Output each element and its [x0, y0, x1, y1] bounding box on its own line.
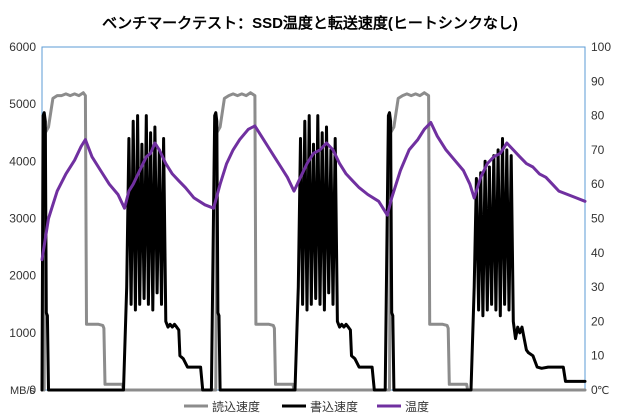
series-line	[40, 111, 587, 392]
y-right-tick-label: 50	[591, 212, 605, 226]
series-layer	[40, 91, 587, 392]
legend-label: 読込速度	[212, 399, 260, 414]
series-line	[40, 91, 587, 392]
y-left-tick-label: 0	[29, 383, 36, 397]
y-right-tick-label: 0	[591, 383, 598, 397]
y-right-tick-label: 60	[591, 177, 605, 191]
chart-title: ベンチマークテスト：SSD温度と転送速度(ヒートシンクなし)	[102, 14, 518, 32]
y-right-unit-label: ℃	[597, 385, 609, 397]
legend-label: 書込速度	[310, 399, 358, 414]
y-right-tick-label: 40	[591, 246, 605, 260]
y-right-tick-label: 90	[591, 74, 605, 88]
y-right-tick-label: 10	[591, 349, 605, 363]
y-right-tick-label: 70	[591, 143, 605, 157]
y-left-tick-label: 2000	[9, 269, 36, 283]
y-right-tick-label: 30	[591, 280, 605, 294]
legend: 読込速度 書込速度 温度	[184, 399, 429, 414]
y-left-tick-label: 1000	[9, 326, 36, 340]
y-left-tick-label: 4000	[9, 154, 36, 168]
y-right-tick-label: 80	[591, 109, 605, 123]
y-left-tick-label: 5000	[9, 97, 36, 111]
y-left-tick-label: 6000	[9, 40, 36, 54]
axes-layer: 0 1000 2000 3000 4000 5000 6000 0 10 20 30 40 50 60 70…	[9, 40, 611, 397]
y-left-unit-label: MB/s	[10, 385, 36, 397]
series-line	[40, 121, 587, 262]
y-right-tick-label: 20	[591, 314, 605, 328]
y-right-tick-label: 100	[591, 40, 611, 54]
y-left-tick-label: 3000	[9, 212, 36, 226]
legend-label: 温度	[405, 399, 429, 414]
